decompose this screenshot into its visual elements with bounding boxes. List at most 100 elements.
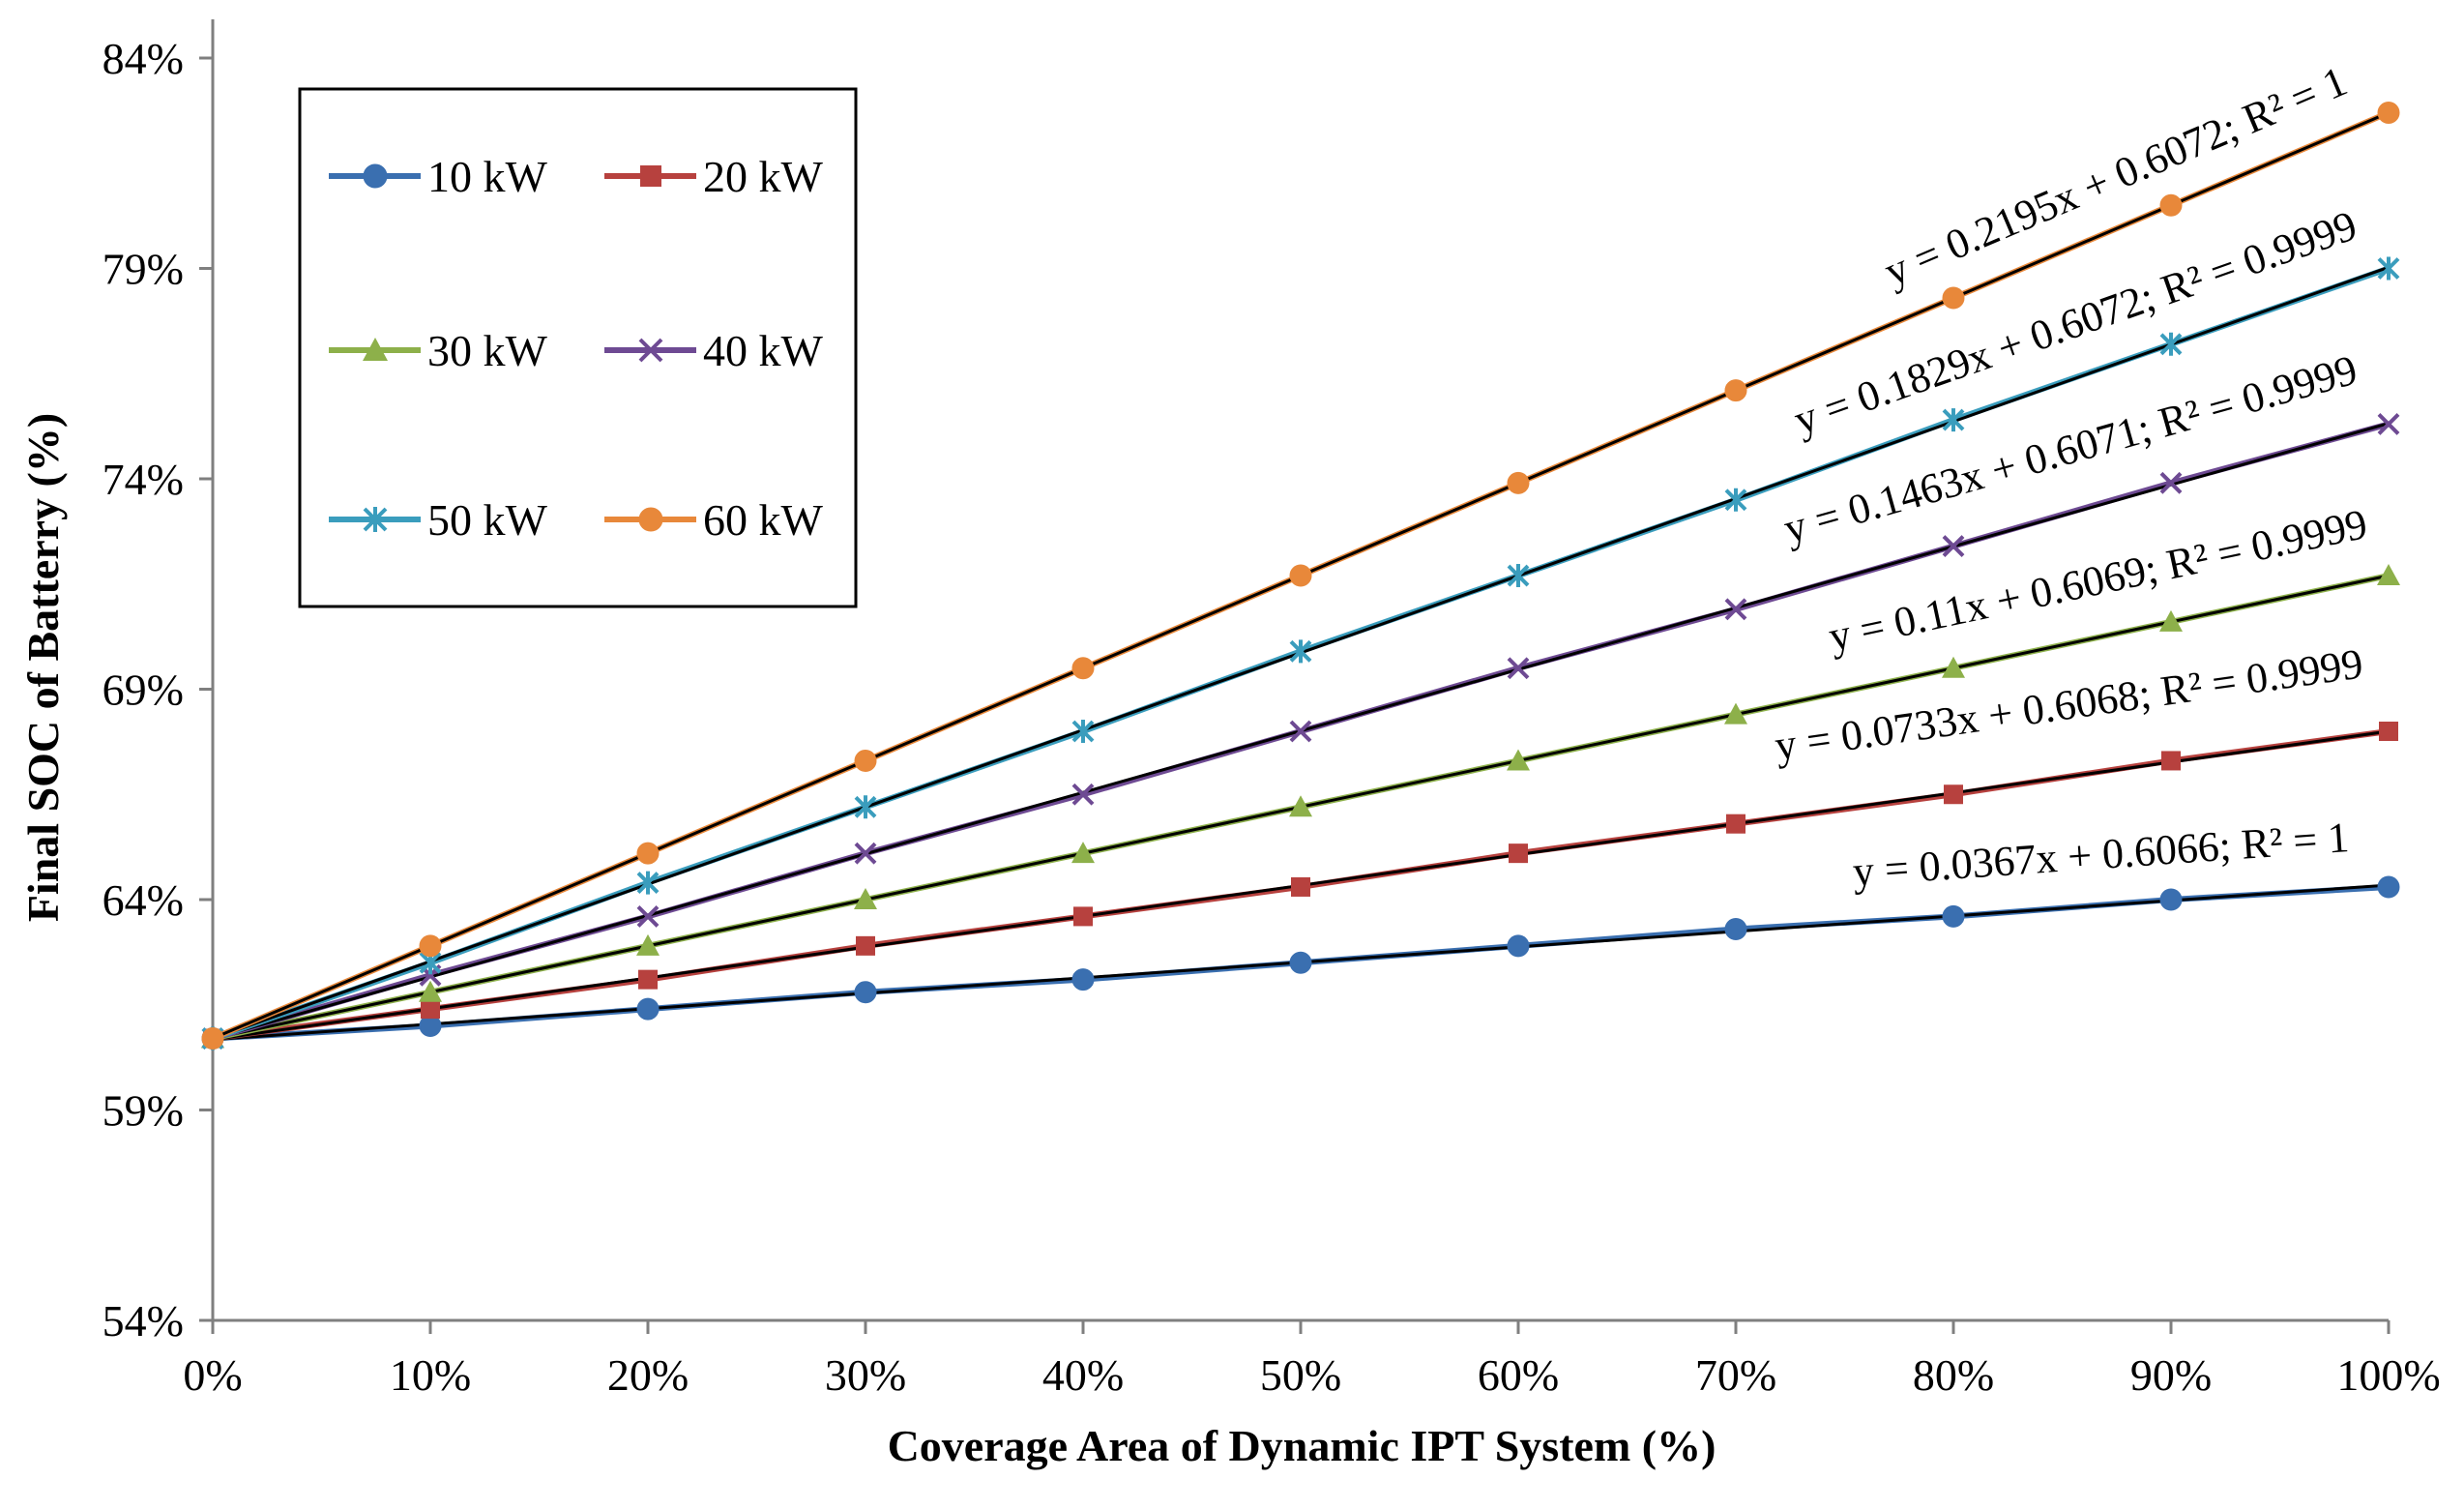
data-point-marker [1942, 904, 1965, 928]
data-point-marker [2377, 875, 2400, 899]
data-point-marker [2161, 751, 2181, 771]
data-point-marker [1289, 951, 1312, 974]
data-point-marker [638, 969, 658, 990]
y-axis-title: Final SOC of Batterry (%) [18, 413, 68, 922]
data-point-marker [1944, 784, 1963, 805]
data-point-marker [856, 935, 875, 956]
data-point-marker [2159, 471, 2183, 494]
data-point-marker [854, 795, 877, 819]
data-point-marker [363, 163, 388, 189]
legend-label: 30 kW [427, 326, 548, 375]
data-point-marker [638, 338, 663, 363]
data-point-marker [854, 981, 877, 1004]
series-50-kw [201, 256, 2400, 1050]
legend-label: 10 kW [427, 152, 548, 201]
legend-item: 60 kW [604, 495, 824, 545]
y-tick-label: 64% [103, 875, 184, 925]
data-point-marker [2159, 609, 2183, 632]
data-point-marker [1942, 535, 1965, 558]
data-point-marker [2159, 888, 2183, 911]
data-point-marker [2377, 256, 2400, 281]
x-tick-label: 80% [1913, 1350, 1994, 1400]
data-point-marker [419, 980, 442, 1002]
x-tick-label: 0% [183, 1350, 242, 1400]
data-point-marker [2379, 722, 2398, 741]
data-point-marker [201, 1027, 224, 1050]
legend-label: 20 kW [703, 152, 824, 201]
data-point-marker [1289, 639, 1312, 664]
data-point-marker [1942, 656, 1965, 678]
legend-label: 60 kW [703, 495, 824, 545]
data-point-marker [854, 842, 877, 865]
data-point-marker [1726, 814, 1745, 834]
data-point-marker [2159, 193, 2183, 217]
x-tick-label: 90% [2130, 1350, 2212, 1400]
data-point-marker [363, 338, 388, 361]
data-point-marker [1507, 934, 1530, 958]
data-point-marker [2159, 332, 2183, 356]
x-tick-label: 40% [1042, 1350, 1124, 1400]
x-tick-label: 70% [1695, 1350, 1776, 1400]
data-point-marker [1942, 408, 1965, 432]
x-axis-title: Coverage Area of Dynamic IPT System (%) [888, 1421, 1716, 1470]
y-tick-label: 69% [103, 666, 184, 715]
data-point-marker [636, 997, 660, 1021]
data-point-marker [636, 871, 660, 895]
legend-item: 20 kW [604, 152, 824, 201]
data-point-marker [1291, 876, 1310, 897]
legend-label: 40 kW [703, 326, 824, 375]
data-point-marker [1724, 488, 1747, 512]
y-tick-label: 84% [103, 34, 184, 83]
x-tick-label: 10% [390, 1350, 471, 1400]
y-tick-label: 74% [103, 455, 184, 504]
series-20-kw [203, 722, 2398, 1049]
data-point-marker [854, 749, 877, 772]
data-point-marker [1071, 783, 1095, 806]
data-point-marker [1289, 564, 1312, 587]
legend-label: 50 kW [427, 495, 548, 545]
data-point-marker [1724, 379, 1747, 402]
series-30-kw [201, 564, 2400, 1049]
data-point-marker [638, 507, 663, 532]
data-point-marker [363, 507, 388, 532]
data-point-marker [1509, 843, 1528, 864]
data-point-marker [1073, 906, 1093, 927]
legend-item: 10 kW [329, 152, 548, 201]
data-point-marker [1724, 598, 1747, 621]
data-point-marker [1507, 471, 1530, 494]
data-point-marker [2377, 413, 2400, 435]
data-point-marker [2377, 564, 2400, 586]
y-tick-label: 54% [103, 1296, 184, 1346]
trendline-equation-label: y = 0.0367x + 0.6066; R² = 1 [1851, 814, 2350, 896]
data-point-marker [854, 888, 877, 909]
x-tick-label: 60% [1478, 1350, 1559, 1400]
data-point-marker [1071, 968, 1095, 991]
data-point-marker [1289, 795, 1312, 817]
data-point-marker [1507, 657, 1530, 680]
data-point-marker [1071, 720, 1095, 743]
data-point-marker [419, 934, 442, 958]
data-point-marker [421, 999, 440, 1020]
trendline-equation-label: y = 0.0733x + 0.6068; R² = 0.9999 [1772, 639, 2365, 769]
data-point-marker [636, 842, 660, 865]
y-tick-label: 59% [103, 1086, 184, 1136]
data-point-marker [1507, 564, 1530, 588]
data-point-marker [1724, 702, 1747, 725]
legend-item: 50 kW [329, 495, 548, 545]
data-point-marker [636, 933, 660, 956]
data-point-marker [1724, 917, 1747, 940]
data-point-marker [2377, 102, 2400, 125]
legend-item: 40 kW [604, 326, 824, 375]
data-point-marker [1942, 286, 1965, 310]
data-point-marker [1507, 749, 1530, 771]
data-point-marker [640, 165, 661, 187]
y-tick-label: 79% [103, 245, 184, 294]
data-point-marker [1071, 657, 1095, 680]
x-tick-label: 100% [2336, 1350, 2440, 1400]
x-tick-label: 50% [1260, 1350, 1341, 1400]
data-point-marker [1289, 720, 1312, 743]
series-60-kw [201, 102, 2400, 1050]
data-point-marker [636, 904, 660, 928]
